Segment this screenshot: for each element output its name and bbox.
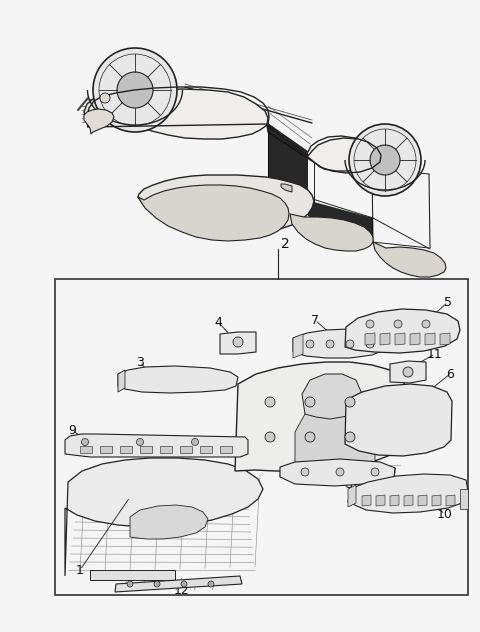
Polygon shape [235, 362, 405, 471]
Polygon shape [390, 495, 399, 506]
Polygon shape [160, 446, 172, 453]
Polygon shape [65, 434, 248, 457]
Polygon shape [290, 214, 373, 251]
Circle shape [345, 397, 355, 407]
Polygon shape [268, 124, 373, 242]
Text: 5: 5 [444, 296, 452, 308]
Polygon shape [446, 495, 455, 506]
Text: 8: 8 [344, 478, 352, 490]
Text: 10: 10 [437, 507, 453, 521]
Text: 4: 4 [214, 315, 222, 329]
Polygon shape [65, 458, 263, 576]
Text: 11: 11 [427, 348, 443, 360]
Circle shape [233, 337, 243, 347]
Polygon shape [390, 361, 426, 383]
Polygon shape [140, 446, 152, 453]
Text: 12: 12 [174, 583, 190, 597]
Polygon shape [418, 495, 427, 506]
Polygon shape [84, 109, 114, 134]
Polygon shape [373, 242, 446, 277]
Circle shape [326, 340, 334, 348]
Polygon shape [425, 333, 435, 345]
Polygon shape [376, 495, 385, 506]
Polygon shape [395, 333, 405, 345]
Text: 6: 6 [446, 367, 454, 380]
Polygon shape [100, 446, 112, 453]
Polygon shape [345, 309, 460, 353]
Polygon shape [200, 446, 212, 453]
Polygon shape [118, 366, 238, 393]
Polygon shape [348, 474, 468, 513]
Polygon shape [432, 495, 441, 506]
Text: 7: 7 [311, 313, 319, 327]
Polygon shape [365, 333, 375, 345]
Polygon shape [118, 370, 125, 392]
Polygon shape [180, 446, 192, 453]
Circle shape [208, 581, 214, 587]
Circle shape [301, 468, 309, 476]
Text: 9: 9 [68, 423, 76, 437]
Polygon shape [362, 495, 371, 506]
Circle shape [371, 468, 379, 476]
Circle shape [154, 581, 160, 587]
Circle shape [305, 397, 315, 407]
Polygon shape [410, 333, 420, 345]
Polygon shape [138, 185, 289, 241]
Circle shape [192, 439, 199, 446]
Circle shape [345, 432, 355, 442]
Text: 2: 2 [281, 237, 289, 251]
Polygon shape [345, 384, 452, 456]
Polygon shape [280, 459, 395, 486]
Circle shape [181, 581, 187, 587]
Circle shape [422, 320, 430, 328]
Polygon shape [293, 334, 303, 358]
Circle shape [336, 468, 344, 476]
Circle shape [403, 367, 413, 377]
Text: 3: 3 [136, 355, 144, 368]
Circle shape [366, 320, 374, 328]
Polygon shape [380, 333, 390, 345]
Circle shape [366, 340, 374, 348]
Polygon shape [295, 400, 375, 471]
Polygon shape [281, 184, 292, 192]
Polygon shape [404, 495, 413, 506]
Circle shape [306, 340, 314, 348]
Circle shape [394, 320, 402, 328]
Circle shape [349, 124, 421, 196]
Text: 1: 1 [76, 564, 84, 576]
Polygon shape [80, 446, 92, 453]
Polygon shape [90, 570, 175, 580]
Polygon shape [302, 374, 362, 419]
Polygon shape [460, 489, 468, 509]
Polygon shape [220, 332, 256, 354]
Bar [55, 279, 468, 595]
Polygon shape [120, 446, 132, 453]
Circle shape [370, 145, 400, 175]
Circle shape [346, 340, 354, 348]
Circle shape [100, 93, 110, 103]
Circle shape [82, 439, 88, 446]
Circle shape [136, 439, 144, 446]
Polygon shape [440, 333, 450, 345]
Polygon shape [115, 576, 242, 592]
Polygon shape [138, 175, 314, 235]
Circle shape [305, 432, 315, 442]
Circle shape [117, 72, 153, 108]
Circle shape [93, 48, 177, 132]
Circle shape [265, 397, 275, 407]
Polygon shape [130, 505, 208, 539]
Polygon shape [220, 446, 232, 453]
Circle shape [265, 432, 275, 442]
Polygon shape [84, 89, 379, 171]
Polygon shape [348, 485, 356, 507]
Polygon shape [293, 329, 387, 358]
Circle shape [127, 581, 133, 587]
